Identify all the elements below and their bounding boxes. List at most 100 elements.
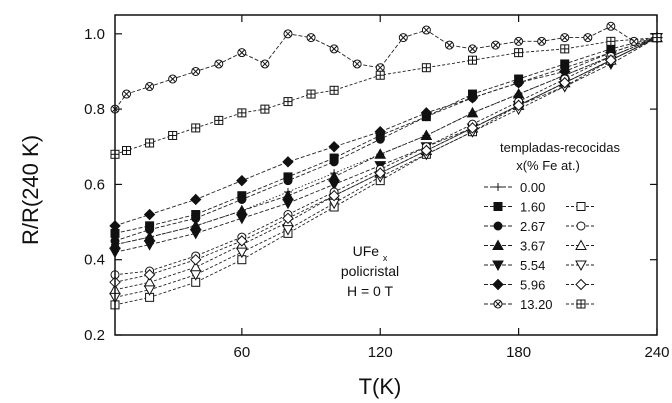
data-point — [214, 115, 224, 125]
legend-marker — [493, 299, 503, 309]
data-point — [145, 82, 155, 92]
data-point — [143, 208, 156, 221]
annotation-line1-main: UFe — [353, 243, 380, 259]
data-point — [491, 40, 501, 50]
data-point — [189, 228, 202, 240]
data-point — [420, 129, 433, 140]
data-point — [328, 189, 340, 202]
data-point — [374, 148, 387, 159]
data-point — [329, 157, 339, 167]
data-point — [190, 253, 202, 266]
data-point — [375, 70, 385, 80]
data-point — [122, 89, 132, 99]
data-point — [466, 106, 479, 118]
legend-label: 13.20 — [520, 297, 553, 312]
data-point — [145, 138, 155, 148]
data-point — [559, 77, 571, 89]
legend-title-line2: x(% Fe at.) — [516, 158, 580, 173]
data-point — [236, 235, 248, 247]
x-tick-label: 180 — [506, 344, 531, 361]
data-point — [560, 33, 570, 43]
data-point — [374, 125, 386, 138]
y-tick-label: 1.0 — [84, 26, 105, 43]
data-point — [260, 59, 270, 69]
legend-title-line1: templadas-recocidas — [500, 140, 620, 155]
data-point — [398, 33, 408, 43]
data-point — [283, 97, 293, 107]
data-point — [191, 123, 201, 133]
data-point — [514, 36, 524, 46]
legend-marker — [575, 239, 587, 250]
x-tick-label: 60 — [234, 344, 251, 361]
data-point — [282, 198, 294, 210]
data-point — [514, 48, 524, 58]
data-point — [560, 44, 570, 54]
data-point — [282, 212, 294, 225]
data-point — [190, 193, 202, 206]
legend-marker — [492, 239, 504, 250]
axis-layer: 60 120 180 240 0.2 0.4 0.6 0.8 1.0 — [84, 14, 670, 361]
legend-marker — [576, 221, 586, 231]
annotation-line3: H = 0 T — [347, 283, 393, 299]
legend: templadas-recocidas x(% Fe at.) 0.00 1.60… — [484, 140, 620, 312]
data-point — [420, 107, 433, 119]
data-point — [237, 194, 247, 204]
legend-marker — [576, 299, 586, 309]
legend-marker — [493, 221, 503, 231]
annotation: UFe x policristal H = 0 T — [341, 243, 399, 299]
data-point — [236, 174, 248, 187]
legend-label: 3.67 — [520, 239, 545, 254]
data-point — [444, 40, 454, 50]
data-point — [512, 77, 525, 89]
data-point — [214, 59, 224, 69]
y-tick-label: 0.6 — [84, 176, 105, 193]
legend-marker — [575, 260, 587, 272]
data-point — [283, 176, 293, 186]
data-point — [605, 54, 617, 66]
legend-marker — [492, 278, 504, 291]
data-point — [467, 55, 477, 65]
legend-label: 0.00 — [520, 180, 545, 195]
data-point — [282, 225, 294, 236]
data-point — [122, 146, 132, 156]
data-point — [168, 74, 178, 84]
data-point — [537, 36, 547, 46]
data-point — [306, 89, 316, 99]
data-point — [237, 108, 247, 118]
data-point — [375, 63, 385, 73]
data-point — [421, 25, 431, 35]
legend-label: 5.54 — [520, 258, 545, 273]
legend-marker — [493, 202, 503, 211]
series-templadas-13-20 — [110, 21, 662, 114]
data-point — [466, 122, 479, 134]
x-axis-label: T(K) — [359, 374, 402, 399]
x-tick-label: 120 — [368, 344, 393, 361]
data-point — [512, 99, 525, 112]
data-point — [328, 179, 340, 191]
data-point — [191, 66, 201, 76]
data-point — [467, 44, 477, 54]
data-point — [237, 48, 247, 58]
x-tick-label: 240 — [644, 344, 669, 361]
legend-marker — [576, 202, 586, 211]
y-tick-label: 0.4 — [84, 252, 105, 269]
data-point — [282, 156, 294, 168]
legend-marker — [492, 260, 504, 272]
annotation-line1-sub: x — [383, 253, 388, 263]
data-point — [306, 33, 316, 43]
data-point — [168, 130, 178, 140]
data-point — [236, 213, 248, 225]
data-point — [283, 29, 293, 39]
legend-label: 5.96 — [520, 278, 545, 293]
data-point — [189, 270, 202, 281]
data-point — [606, 21, 616, 31]
data-point — [143, 269, 156, 281]
annotation-line1: UFe x — [353, 243, 388, 263]
data-point — [143, 285, 156, 296]
data-point — [583, 33, 593, 43]
plot-frame — [114, 14, 658, 336]
y-tick-label: 0.2 — [84, 327, 105, 344]
y-axis-label: R/R(240 K) — [18, 135, 43, 245]
data-point — [421, 63, 431, 73]
